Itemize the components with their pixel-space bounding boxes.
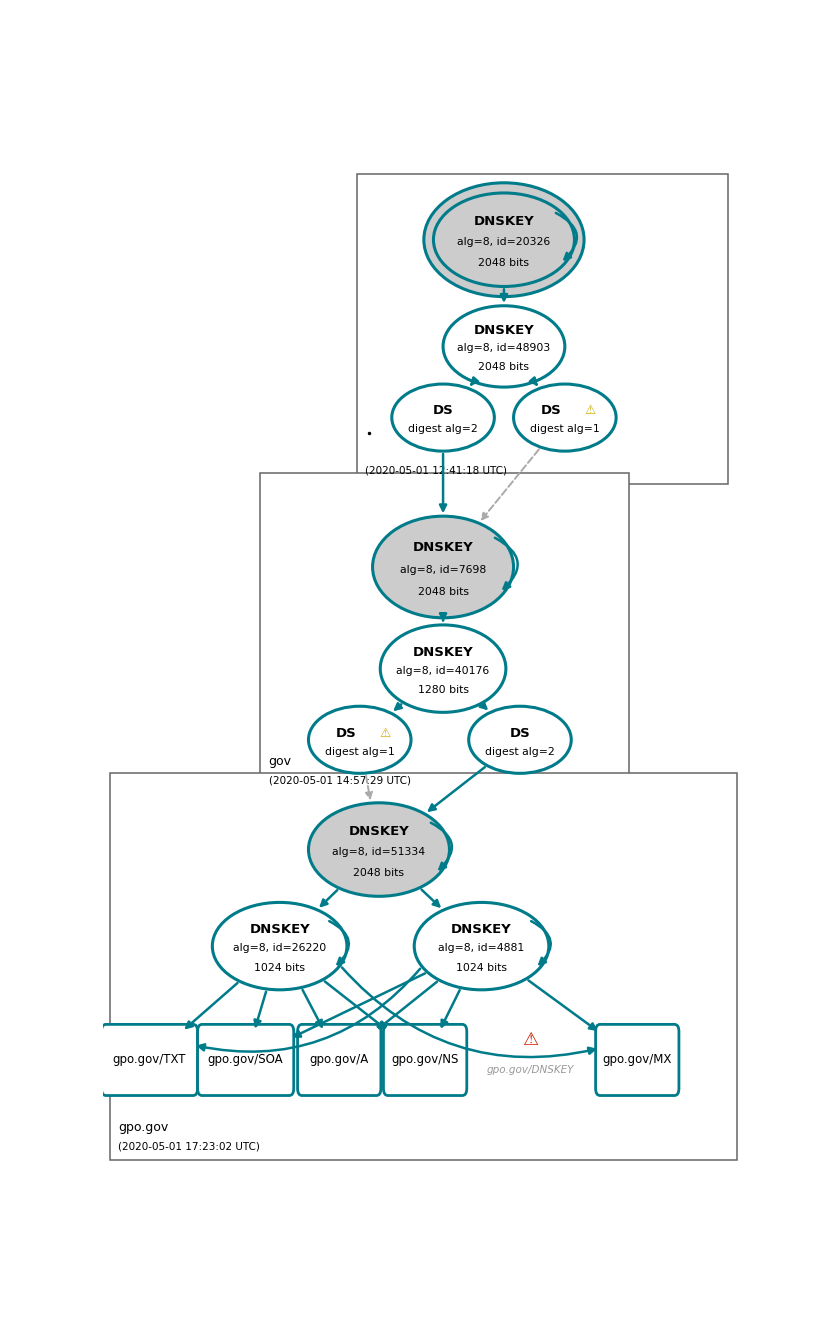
FancyBboxPatch shape [110,774,737,1159]
Ellipse shape [433,193,575,286]
Text: DNSKEY: DNSKEY [474,325,534,338]
Ellipse shape [414,903,549,990]
Text: gpo.gov/MX: gpo.gov/MX [603,1053,672,1067]
Text: DNSKEY: DNSKEY [452,923,512,936]
Text: (2020-05-01 17:23:02 UTC): (2020-05-01 17:23:02 UTC) [118,1142,260,1151]
FancyBboxPatch shape [595,1024,679,1096]
Text: gpo.gov: gpo.gov [118,1121,169,1134]
Ellipse shape [469,706,571,774]
Text: DNSKEY: DNSKEY [413,645,473,659]
Text: alg=8, id=7698: alg=8, id=7698 [400,565,486,574]
Text: DS: DS [509,726,530,739]
Text: (2020-05-01 14:57:29 UTC): (2020-05-01 14:57:29 UTC) [269,776,411,785]
Text: alg=8, id=51334: alg=8, id=51334 [332,847,426,857]
Text: (2020-05-01 12:41:18 UTC): (2020-05-01 12:41:18 UTC) [365,466,507,475]
Ellipse shape [514,384,616,451]
Text: alg=8, id=40176: alg=8, id=40176 [396,665,490,676]
Text: DS: DS [433,404,453,417]
Text: digest alg=1: digest alg=1 [325,747,394,756]
FancyBboxPatch shape [384,1024,466,1096]
Text: 2048 bits: 2048 bits [479,259,529,268]
Text: alg=8, id=4881: alg=8, id=4881 [438,944,524,953]
Text: DNSKEY: DNSKEY [413,541,473,554]
Text: 1280 bits: 1280 bits [418,685,469,696]
Text: digest alg=1: digest alg=1 [530,424,600,434]
FancyBboxPatch shape [198,1024,294,1096]
Text: alg=8, id=26220: alg=8, id=26220 [233,944,327,953]
FancyBboxPatch shape [356,174,729,483]
Ellipse shape [424,182,584,297]
Ellipse shape [308,803,450,896]
Text: 2048 bits: 2048 bits [353,869,404,878]
Text: gpo.gov/SOA: gpo.gov/SOA [208,1053,284,1067]
Text: digest alg=2: digest alg=2 [485,747,555,756]
Ellipse shape [308,706,411,774]
Text: gpo.gov/TXT: gpo.gov/TXT [112,1053,186,1067]
Text: 1024 bits: 1024 bits [456,964,507,973]
Text: DNSKEY: DNSKEY [349,825,409,838]
Text: digest alg=2: digest alg=2 [409,424,478,434]
Text: 2048 bits: 2048 bits [479,362,529,372]
Text: 2048 bits: 2048 bits [418,587,469,598]
Text: gov: gov [269,755,292,768]
Text: ⚠: ⚠ [522,1031,538,1048]
Text: gpo.gov/NS: gpo.gov/NS [391,1053,459,1067]
Text: 1024 bits: 1024 bits [254,964,305,973]
FancyBboxPatch shape [261,474,629,793]
Text: alg=8, id=20326: alg=8, id=20326 [457,238,551,247]
Text: DNSKEY: DNSKEY [474,215,534,228]
Text: gpo.gov/DNSKEY: gpo.gov/DNSKEY [486,1065,574,1074]
FancyBboxPatch shape [102,1024,198,1096]
FancyBboxPatch shape [298,1024,381,1096]
Ellipse shape [380,624,506,713]
Ellipse shape [213,903,347,990]
Text: DS: DS [540,404,561,417]
Text: ⚠: ⚠ [380,726,391,739]
Text: alg=8, id=48903: alg=8, id=48903 [457,343,551,354]
Text: DS: DS [335,726,356,739]
Ellipse shape [392,384,495,451]
Text: ⚠: ⚠ [585,404,596,417]
Ellipse shape [372,516,514,618]
Text: DNSKEY: DNSKEY [249,923,310,936]
Text: gpo.gov/A: gpo.gov/A [309,1053,369,1067]
Ellipse shape [443,306,565,387]
